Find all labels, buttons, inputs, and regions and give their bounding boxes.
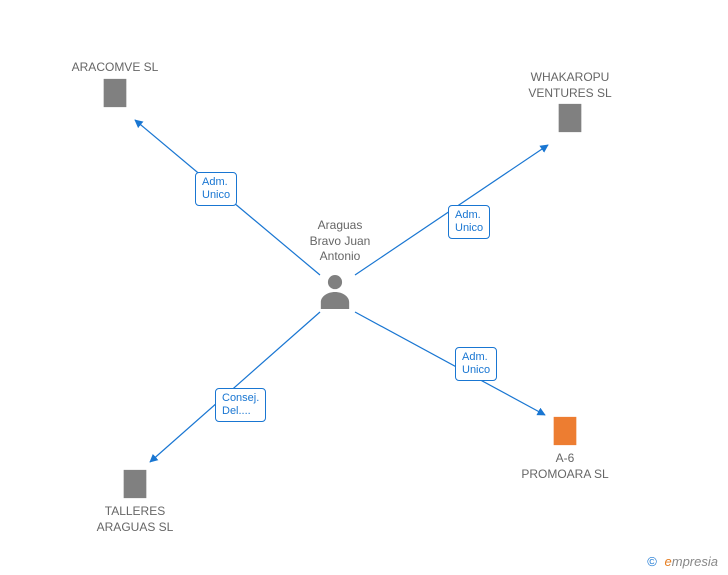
brand-e: e (665, 554, 672, 569)
node-talleres: TALLERES ARAGUAS SL (85, 467, 185, 535)
node-whakaropu: WHAKAROPU VENTURES SL (520, 70, 620, 138)
building-icon (548, 414, 582, 451)
building-icon (98, 76, 132, 113)
building-icon (118, 467, 152, 504)
copyright-symbol: © (647, 554, 657, 569)
edge-line (355, 312, 545, 415)
edge-line (150, 312, 320, 462)
node-promoara: A-6 PROMOARA SL (515, 414, 615, 482)
node-aracomve: ARACOMVE SL (65, 60, 165, 113)
watermark: © empresia (647, 554, 718, 569)
edge-label: Consej. Del.... (215, 388, 266, 422)
node-label-aracomve: ARACOMVE SL (65, 60, 165, 76)
center-label: Araguas Bravo Juan Antonio (300, 218, 380, 265)
node-label-talleres: TALLERES ARAGUAS SL (85, 504, 185, 535)
edge-label: Adm. Unico (455, 347, 497, 381)
brand-rest: mpresia (672, 554, 718, 569)
node-label-promoara: A-6 PROMOARA SL (515, 451, 615, 482)
edge-label: Adm. Unico (195, 172, 237, 206)
node-label-whakaropu: WHAKAROPU VENTURES SL (520, 70, 620, 101)
edge-label: Adm. Unico (448, 205, 490, 239)
building-icon (553, 101, 587, 138)
center-person-icon (318, 272, 352, 315)
